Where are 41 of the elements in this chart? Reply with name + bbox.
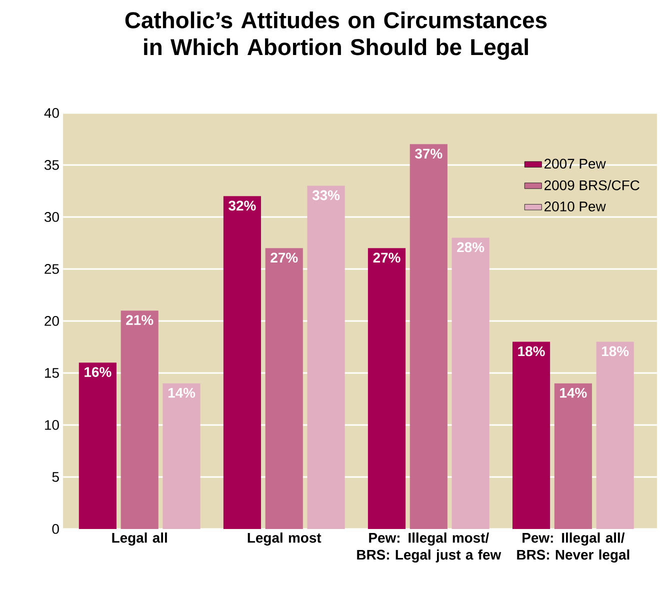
y-tick-label: 5	[52, 472, 59, 482]
bar	[120, 310, 158, 529]
chart-title: Catholic’s Attitudes on Circumstances in Which Abortion Should be Legal	[125, 12, 547, 60]
bar	[307, 186, 345, 529]
bar	[452, 238, 490, 529]
bar	[512, 342, 550, 529]
bar	[265, 248, 303, 529]
data-label: 27%	[373, 252, 400, 263]
data-label: 33%	[312, 190, 340, 200]
data-label: 18%	[518, 346, 545, 356]
y-tick-label: 25	[44, 264, 59, 274]
bar	[78, 362, 116, 529]
data-label: 28%	[457, 242, 484, 252]
y-tick-label: 15	[45, 368, 59, 378]
legend-label: 2010 Pew	[544, 202, 606, 212]
bar	[223, 196, 262, 529]
y-tick-label: 40	[44, 108, 59, 118]
data-label: 21%	[126, 315, 154, 325]
bar	[162, 383, 200, 529]
y-tick-label: 0	[52, 524, 59, 534]
bar	[410, 144, 448, 529]
data-label: 37%	[415, 148, 442, 159]
data-label: 18%	[602, 346, 629, 356]
data-label: 14%	[168, 388, 196, 398]
bar	[596, 342, 634, 529]
y-tick-label: 10	[45, 420, 59, 430]
legend-label: 2007 Pew	[544, 158, 606, 169]
x-tick-label: Legal most	[248, 532, 322, 546]
legend-label: 2009 BRS/CFC	[544, 180, 640, 190]
y-tick-label: 20	[44, 316, 59, 326]
y-tick-label: 35	[44, 160, 59, 170]
bar	[554, 383, 592, 529]
bar	[368, 248, 406, 529]
x-tick-label: Pew: Illegal all/ BRS: Never legal	[517, 532, 630, 562]
x-tick-label: Legal all	[112, 532, 167, 546]
data-label: 14%	[560, 388, 587, 398]
data-label: 32%	[228, 200, 256, 211]
data-label: 16%	[84, 367, 112, 377]
y-tick-label: 30	[44, 212, 59, 222]
x-tick-label: Pew: Illegal most/ BRS: Legal just a few	[357, 532, 502, 562]
data-label: 27%	[270, 252, 298, 263]
